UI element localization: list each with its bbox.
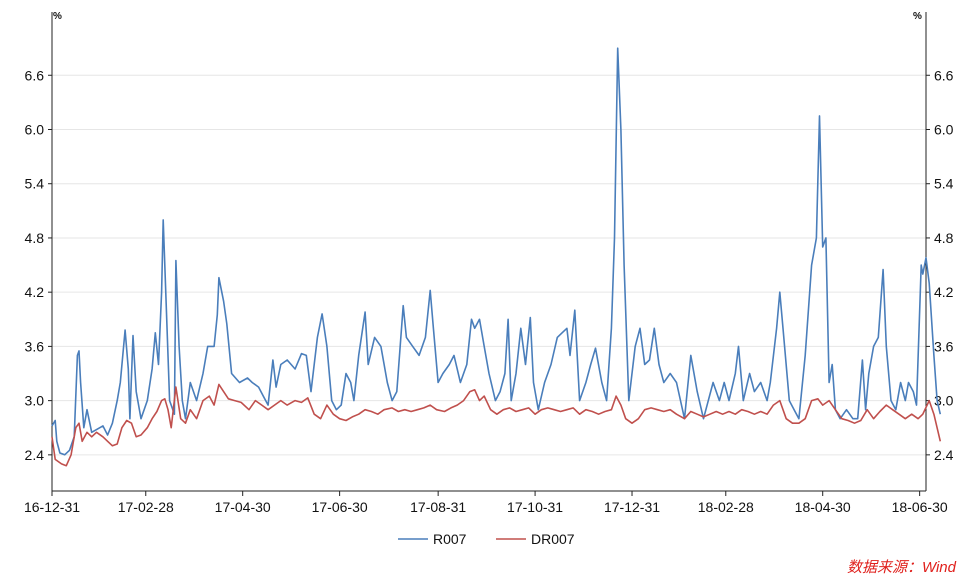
series-lines bbox=[51, 47, 942, 467]
legend-label-dr007: DR007 bbox=[531, 531, 575, 547]
gridlines bbox=[52, 74, 926, 456]
x-tick-label: 17-10-31 bbox=[507, 499, 563, 515]
y-tick-label-right: 4.2 bbox=[934, 284, 954, 300]
y-ticks: 2.4 2.4 3.0 3.0 3.6 3.6 4.2 4.2 4.8 4.8 5.4 5.4 6.0 6… bbox=[25, 67, 954, 463]
axes: % % bbox=[51, 11, 927, 492]
y-tick-label-right: 4.8 bbox=[934, 230, 954, 246]
legend: R007 DR007 bbox=[398, 531, 575, 547]
y-tick-label-left: 2.4 bbox=[25, 447, 45, 463]
x-tick-label: 17-04-30 bbox=[215, 499, 271, 515]
x-tick-label: 18-04-30 bbox=[795, 499, 851, 515]
left-axis-unit: % bbox=[53, 11, 62, 22]
y-tick-label-left: 6.6 bbox=[25, 67, 45, 83]
y-tick-label-left: 3.0 bbox=[25, 393, 45, 409]
y-tick-label-left: 3.6 bbox=[25, 338, 45, 354]
y-tick-label-right: 3.0 bbox=[934, 393, 954, 409]
x-tick-label: 17-02-28 bbox=[118, 499, 174, 515]
source-note: 数据来源：Wind bbox=[846, 559, 956, 576]
x-tick-label: 17-06-30 bbox=[312, 499, 368, 515]
right-axis-unit: % bbox=[913, 11, 922, 22]
x-tick-label: 18-06-30 bbox=[892, 499, 948, 515]
y-tick-label-right: 3.6 bbox=[934, 338, 954, 354]
y-tick-label-left: 4.2 bbox=[25, 284, 45, 300]
series-line-r007 bbox=[51, 47, 942, 456]
y-tick-label-left: 5.4 bbox=[25, 176, 45, 192]
x-ticks: 16-12-31 17-02-28 17-04-30 17-06-30 17-08-31… bbox=[24, 491, 948, 515]
x-tick-label: 17-08-31 bbox=[410, 499, 466, 515]
y-tick-label-left: 4.8 bbox=[25, 230, 45, 246]
series-line-dr007 bbox=[51, 383, 942, 467]
y-tick-label-right: 2.4 bbox=[934, 447, 954, 463]
x-tick-label: 16-12-31 bbox=[24, 499, 80, 515]
x-tick-label: 18-02-28 bbox=[698, 499, 754, 515]
y-tick-label-right: 6.0 bbox=[934, 121, 954, 137]
y-tick-label-right: 6.6 bbox=[934, 67, 954, 83]
legend-label-r007: R007 bbox=[433, 531, 467, 547]
x-tick-label: 17-12-31 bbox=[604, 499, 660, 515]
y-tick-label-left: 6.0 bbox=[25, 121, 45, 137]
y-tick-label-right: 5.4 bbox=[934, 176, 954, 192]
